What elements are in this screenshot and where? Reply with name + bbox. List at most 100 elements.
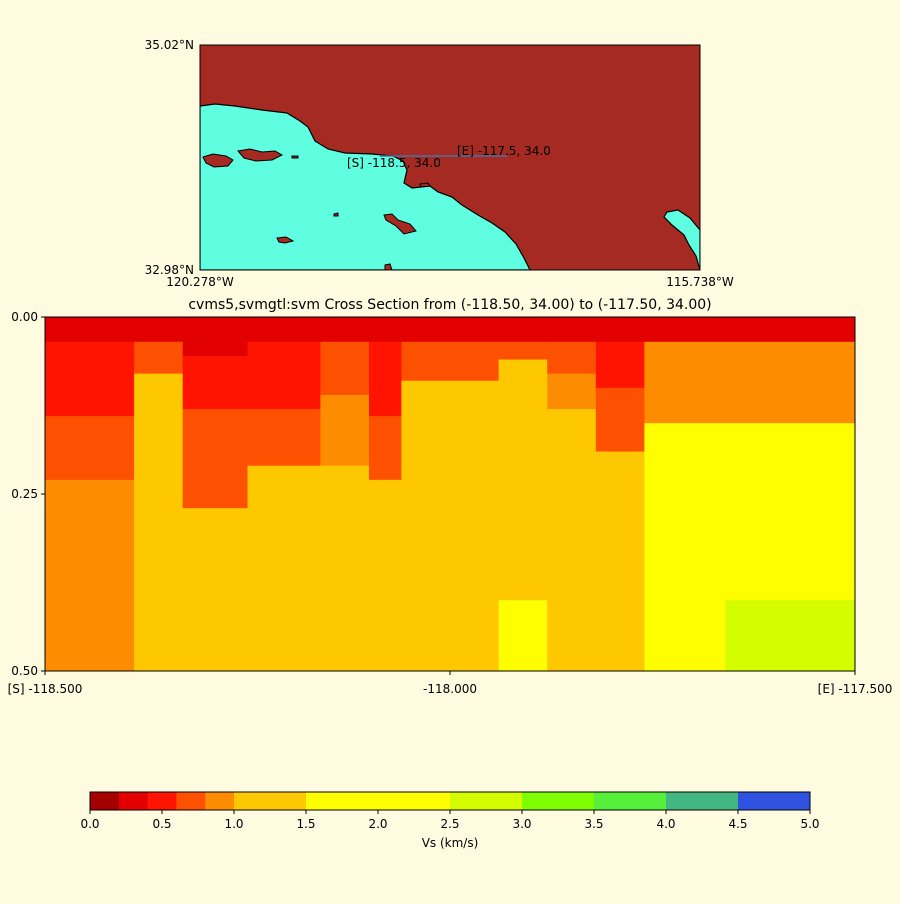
heatmap-cells (45, 317, 855, 671)
heatmap-cell (134, 341, 184, 375)
x-tick-label: -118.000 (423, 682, 477, 696)
map-island (276, 236, 295, 244)
heatmap-cell (45, 317, 135, 343)
heatmap-cell (182, 508, 249, 671)
heatmap-cell (547, 317, 597, 343)
colorbar-cell (147, 792, 177, 810)
colorbar: 0.0 0.5 1.0 1.5 2.0 2.5 3.0 3.5 4.0 4.5 5.0 Vs (km… (80, 791, 820, 850)
colorbar-tick-label: 3.0 (512, 817, 531, 831)
heatmap-cell (369, 341, 402, 417)
colorbar-cell (90, 792, 120, 810)
colorbar-label: Vs (km/s) (422, 836, 479, 850)
x-axis: [S] -118.500 -118.000 [E] -117.500 (8, 671, 893, 696)
colorbar-tick-label: 2.0 (368, 817, 387, 831)
y-tick-label: 0.25 (11, 487, 38, 501)
heatmap-cell (320, 341, 370, 396)
colorbar-cell (666, 792, 739, 810)
heatmap-cell (369, 479, 402, 671)
heatmap-cell (320, 394, 370, 467)
heatmap-cell (498, 600, 548, 671)
heatmap-cell (369, 416, 402, 481)
map-start-label: [S] -118.5, 34.0 (347, 156, 441, 170)
cross-section-plot: cvms5,svmgtl:svm Cross Section from (-11… (8, 297, 893, 696)
map-lon-left-label: 120.278°W (166, 275, 234, 289)
map-lon-right-label: 115.738°W (666, 275, 734, 289)
heatmap-cell (725, 317, 855, 343)
heatmap-cell (182, 409, 249, 509)
map-island (333, 212, 339, 217)
map-island (384, 263, 393, 270)
heatmap-cell (247, 317, 321, 343)
colorbar-ticks: 0.0 0.5 1.0 1.5 2.0 2.5 3.0 3.5 4.0 4.5 5.0 (80, 810, 820, 831)
colorbar-tick-label: 3.5 (584, 817, 603, 831)
colorbar-tick-label: 0.5 (152, 817, 171, 831)
heatmap-cell (725, 341, 855, 424)
heatmap-cell (595, 341, 645, 389)
heatmap-cell (547, 373, 597, 410)
map-island (383, 213, 417, 235)
colorbar-tick-label: 4.5 (728, 817, 747, 831)
colorbar-tick-label: 2.5 (440, 817, 459, 831)
map-ocean (200, 103, 531, 270)
colorbar-tick-label: 0.0 (80, 817, 99, 831)
heatmap-cell (45, 341, 135, 417)
heatmap-cell (247, 341, 321, 410)
heatmap-cell (595, 451, 645, 671)
colorbar-tick-label: 5.0 (800, 817, 819, 831)
colorbar-cells (90, 792, 811, 810)
heatmap-cell (45, 479, 135, 671)
map-island (419, 182, 431, 188)
heatmap-cell (498, 317, 548, 343)
colorbar-cell (738, 792, 811, 810)
y-tick-label: 0.00 (11, 310, 38, 324)
heatmap-cell (595, 387, 645, 453)
map-end-label: [E] -117.5, 34.0 (457, 144, 551, 158)
heatmap-cell (247, 465, 321, 671)
map-island (237, 148, 284, 162)
map-lat-top-label: 35.02°N (145, 38, 194, 52)
map-frame (199, 44, 701, 271)
heatmap-cell (182, 317, 249, 357)
heatmap-cell (401, 380, 500, 671)
heatmap-cell (247, 409, 321, 467)
x-tick-label: [E] -117.500 (818, 682, 893, 696)
colorbar-cell (205, 792, 235, 810)
colorbar-cell (234, 792, 307, 810)
heatmap-cell (401, 317, 500, 343)
colorbar-cell (522, 792, 595, 810)
heatmap-cell (595, 317, 645, 343)
heatmap-cell (401, 341, 500, 382)
heatmap-cell (134, 373, 184, 671)
heatmap-cell (369, 317, 402, 343)
heatmap-cell (498, 359, 548, 601)
colorbar-cell (306, 792, 379, 810)
heatmap-cell (547, 341, 597, 375)
colorbar-tick-label: 1.5 (296, 817, 315, 831)
y-tick-label: 0.50 (11, 664, 38, 678)
heatmap-cell (644, 423, 726, 671)
heatmap-cell (320, 465, 370, 671)
colorbar-cell (378, 792, 451, 810)
colorbar-cell (176, 792, 206, 810)
y-axis: 0.00 0.25 0.50 (11, 310, 45, 678)
heatmap-cell (182, 355, 249, 410)
map-island (202, 153, 234, 168)
colorbar-tick-label: 4.0 (656, 817, 675, 831)
colorbar-cell (118, 792, 149, 810)
heatmap-cell (725, 423, 855, 601)
chart-title: cvms5,svmgtl:svm Cross Section from (-11… (188, 297, 711, 313)
colorbar-cell (594, 792, 667, 810)
map-island (291, 155, 299, 159)
heatmap-cell (725, 600, 855, 671)
location-map: [S] -118.5, 34.0 [E] -117.5, 34.0 35.02°… (145, 38, 734, 289)
colorbar-tick-label: 1.0 (224, 817, 243, 831)
colorbar-cell (450, 792, 523, 810)
heatmap-cell (644, 341, 726, 424)
heatmap-cell (134, 317, 184, 343)
map-lat-bottom-label: 32.98°N (145, 263, 194, 277)
heatmap-cell (45, 416, 135, 481)
heatmap-cell (320, 317, 370, 343)
heatmap-cell (547, 409, 597, 671)
